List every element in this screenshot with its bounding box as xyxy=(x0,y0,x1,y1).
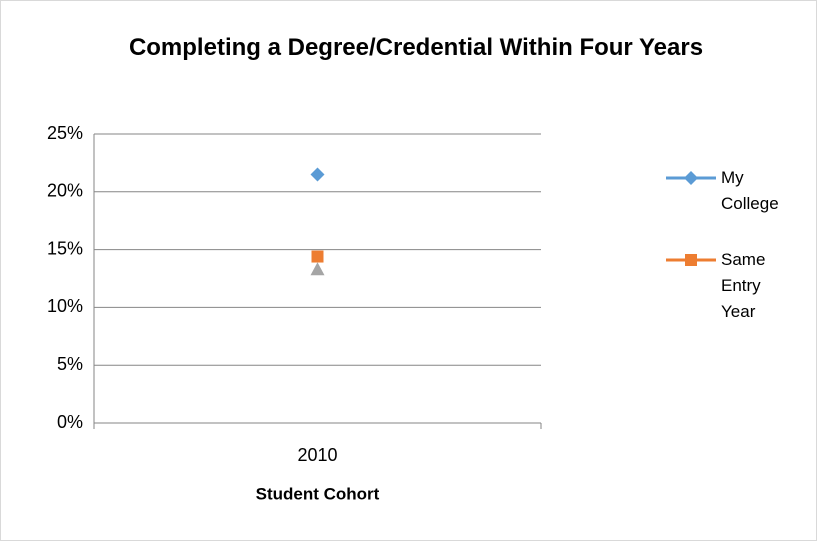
legend-marker xyxy=(684,171,698,185)
y-tick-label: 15% xyxy=(47,238,83,258)
chart-title: Completing a Degree/Credential Within Fo… xyxy=(128,34,704,61)
legend-label: My College xyxy=(721,168,779,213)
legend-marker xyxy=(685,254,697,266)
marker xyxy=(310,167,325,182)
y-tick-label: 20% xyxy=(47,181,83,201)
x-axis-title: Student Cohort xyxy=(256,484,380,503)
x-tick-label: 2010 xyxy=(297,445,337,465)
marker xyxy=(310,262,325,276)
y-tick-label: 0% xyxy=(57,412,83,432)
y-tick-label: 25% xyxy=(47,123,83,143)
y-tick-label: 10% xyxy=(47,296,83,316)
marker xyxy=(311,250,324,263)
legend-label: Same Entry Year xyxy=(721,250,766,321)
y-tick-label: 5% xyxy=(57,354,83,374)
